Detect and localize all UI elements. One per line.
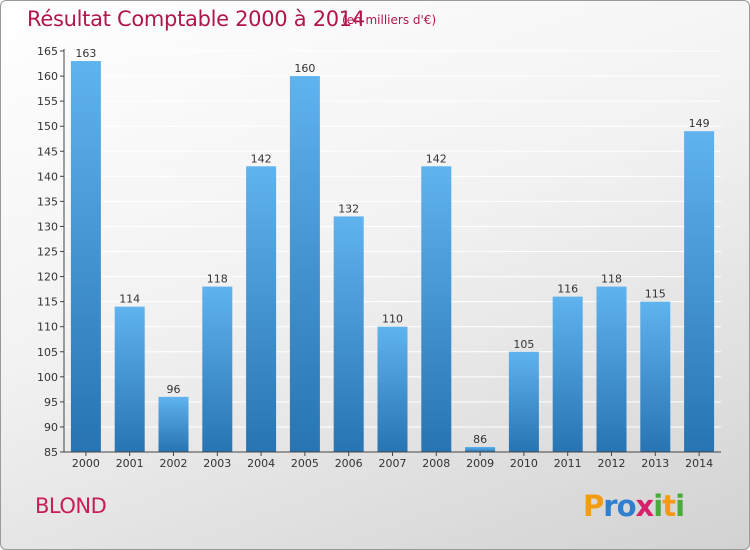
data-label: 118	[601, 273, 622, 286]
data-label: 160	[294, 62, 315, 75]
x-tick-label: 2006	[335, 457, 363, 470]
bar	[596, 286, 627, 452]
chart-title: Résultat Comptable 2000 à 2014	[27, 7, 365, 31]
data-label: 96	[167, 383, 181, 396]
y-tick-label: 100	[37, 371, 58, 384]
bar	[333, 216, 364, 452]
x-tick-label: 2011	[554, 457, 582, 470]
y-tick-label: 160	[37, 70, 58, 83]
y-tick-label: 140	[37, 170, 58, 183]
data-labels: 163 114 96 118 142 160 132 110 142 86 105 116 118 115…	[75, 47, 709, 446]
y-tick-label: 130	[37, 220, 58, 233]
bar	[202, 286, 233, 452]
bar	[465, 446, 496, 452]
data-label: 149	[689, 117, 710, 130]
bar	[640, 301, 671, 452]
x-tick-label: 2000	[72, 457, 100, 470]
x-tick-label: 2002	[160, 457, 188, 470]
y-tick-label: 110	[37, 321, 58, 334]
y-tick-label: 95	[44, 396, 58, 409]
x-tick-label: 2004	[247, 457, 275, 470]
logo-letter: i	[675, 489, 685, 523]
y-tick-label: 115	[37, 296, 58, 309]
bar	[552, 296, 583, 452]
x-tick-label: 2009	[466, 457, 494, 470]
y-tick-label: 165	[37, 45, 58, 58]
y-tick-label: 120	[37, 271, 58, 284]
bar	[421, 166, 452, 452]
y-tick-label: 135	[37, 195, 58, 208]
y-tick-label: 150	[37, 120, 58, 133]
logo-letter: i	[653, 489, 663, 523]
y-tick-label: 155	[37, 95, 58, 108]
x-tick-label: 2005	[291, 457, 319, 470]
y-tick-label: 125	[37, 246, 58, 259]
data-label: 116	[557, 283, 578, 296]
data-label: 118	[207, 273, 228, 286]
data-label: 114	[119, 293, 140, 306]
data-label: 110	[382, 313, 403, 326]
y-tick-label: 105	[37, 346, 58, 359]
x-tick-label: 2007	[379, 457, 407, 470]
logo-letter: P	[583, 489, 604, 523]
proxiti-logo[interactable]: Proxiti	[583, 489, 685, 523]
x-tick-label: 2013	[641, 457, 669, 470]
data-label: 142	[426, 152, 447, 165]
bar	[377, 326, 408, 452]
x-tick-label: 2012	[598, 457, 626, 470]
x-tick-label: 2010	[510, 457, 538, 470]
chart-subtitle: (en milliers d'€)	[342, 13, 437, 27]
logo-letter: o	[616, 489, 637, 523]
y-tick-label: 90	[44, 421, 58, 434]
data-label: 132	[338, 202, 359, 215]
logo-letter: r	[603, 489, 617, 523]
commune-name: BLOND	[35, 494, 107, 518]
data-label: 163	[75, 47, 96, 60]
x-tick-label: 2008	[422, 457, 450, 470]
data-label: 115	[645, 288, 666, 301]
bar	[70, 61, 101, 453]
data-label: 105	[513, 338, 534, 351]
bar	[158, 396, 189, 452]
bars	[70, 61, 715, 453]
logo-letter: t	[662, 489, 676, 523]
bar	[289, 76, 320, 452]
y-tick-label: 85	[44, 446, 58, 459]
bar	[684, 131, 715, 452]
data-label: 142	[251, 152, 272, 165]
y-tick-label: 145	[37, 145, 58, 158]
bar	[114, 306, 145, 452]
data-label: 86	[473, 433, 487, 446]
x-tick-label: 2001	[116, 457, 144, 470]
logo-letter: x	[635, 489, 655, 523]
bar	[508, 351, 539, 452]
x-tick-label: 2014	[685, 457, 713, 470]
axes: 85 90 95 100 105 110 115 120 125 130 135 140 145 150 1…	[37, 45, 721, 470]
x-tick-label: 2003	[203, 457, 231, 470]
bar	[246, 166, 277, 452]
